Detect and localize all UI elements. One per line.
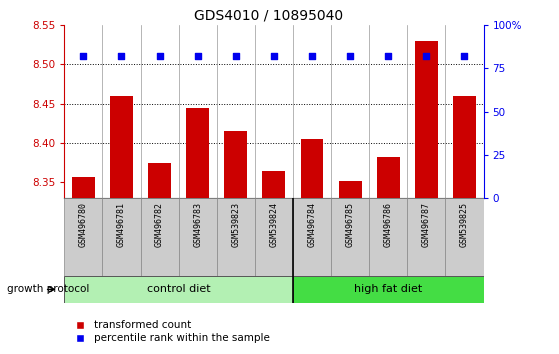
Text: GSM496781: GSM496781: [117, 202, 126, 247]
Bar: [72, 177, 95, 198]
Text: GSM539824: GSM539824: [269, 202, 278, 247]
Point: [155, 53, 164, 59]
Text: GSM539825: GSM539825: [460, 202, 469, 247]
Bar: [339, 181, 362, 198]
Point: [345, 53, 354, 59]
Text: GDS4010 / 10895040: GDS4010 / 10895040: [194, 9, 343, 23]
Bar: [301, 139, 324, 198]
Bar: [148, 163, 171, 198]
Text: GSM496780: GSM496780: [79, 202, 88, 247]
Bar: [293, 198, 331, 276]
Point: [422, 53, 431, 59]
Bar: [377, 157, 400, 198]
Bar: [217, 198, 255, 276]
Bar: [293, 276, 484, 303]
Text: GSM496782: GSM496782: [155, 202, 164, 247]
Bar: [110, 96, 133, 198]
Text: GSM539823: GSM539823: [231, 202, 240, 247]
Text: control diet: control diet: [147, 284, 210, 295]
Legend: transformed count, percentile rank within the sample: transformed count, percentile rank withi…: [69, 320, 271, 343]
Bar: [415, 41, 438, 198]
Bar: [64, 276, 293, 303]
Bar: [179, 198, 217, 276]
Point: [193, 53, 202, 59]
Bar: [446, 198, 484, 276]
Point: [79, 53, 88, 59]
Point: [307, 53, 316, 59]
Point: [231, 53, 240, 59]
Text: high fat diet: high fat diet: [354, 284, 423, 295]
Point: [460, 53, 469, 59]
Point: [384, 53, 393, 59]
Bar: [186, 108, 209, 198]
Text: GSM496787: GSM496787: [422, 202, 431, 247]
Text: GSM496784: GSM496784: [307, 202, 316, 247]
Text: GSM496785: GSM496785: [345, 202, 354, 247]
Bar: [102, 198, 140, 276]
Text: GSM496786: GSM496786: [383, 202, 393, 247]
Point: [117, 53, 126, 59]
Text: growth protocol: growth protocol: [7, 284, 89, 295]
Bar: [64, 198, 102, 276]
Text: GSM496783: GSM496783: [193, 202, 202, 247]
Bar: [408, 198, 446, 276]
Bar: [369, 198, 408, 276]
Bar: [453, 96, 476, 198]
Point: [269, 53, 278, 59]
Bar: [140, 198, 179, 276]
Bar: [331, 198, 369, 276]
Bar: [263, 171, 285, 198]
Bar: [255, 198, 293, 276]
Bar: [224, 131, 247, 198]
